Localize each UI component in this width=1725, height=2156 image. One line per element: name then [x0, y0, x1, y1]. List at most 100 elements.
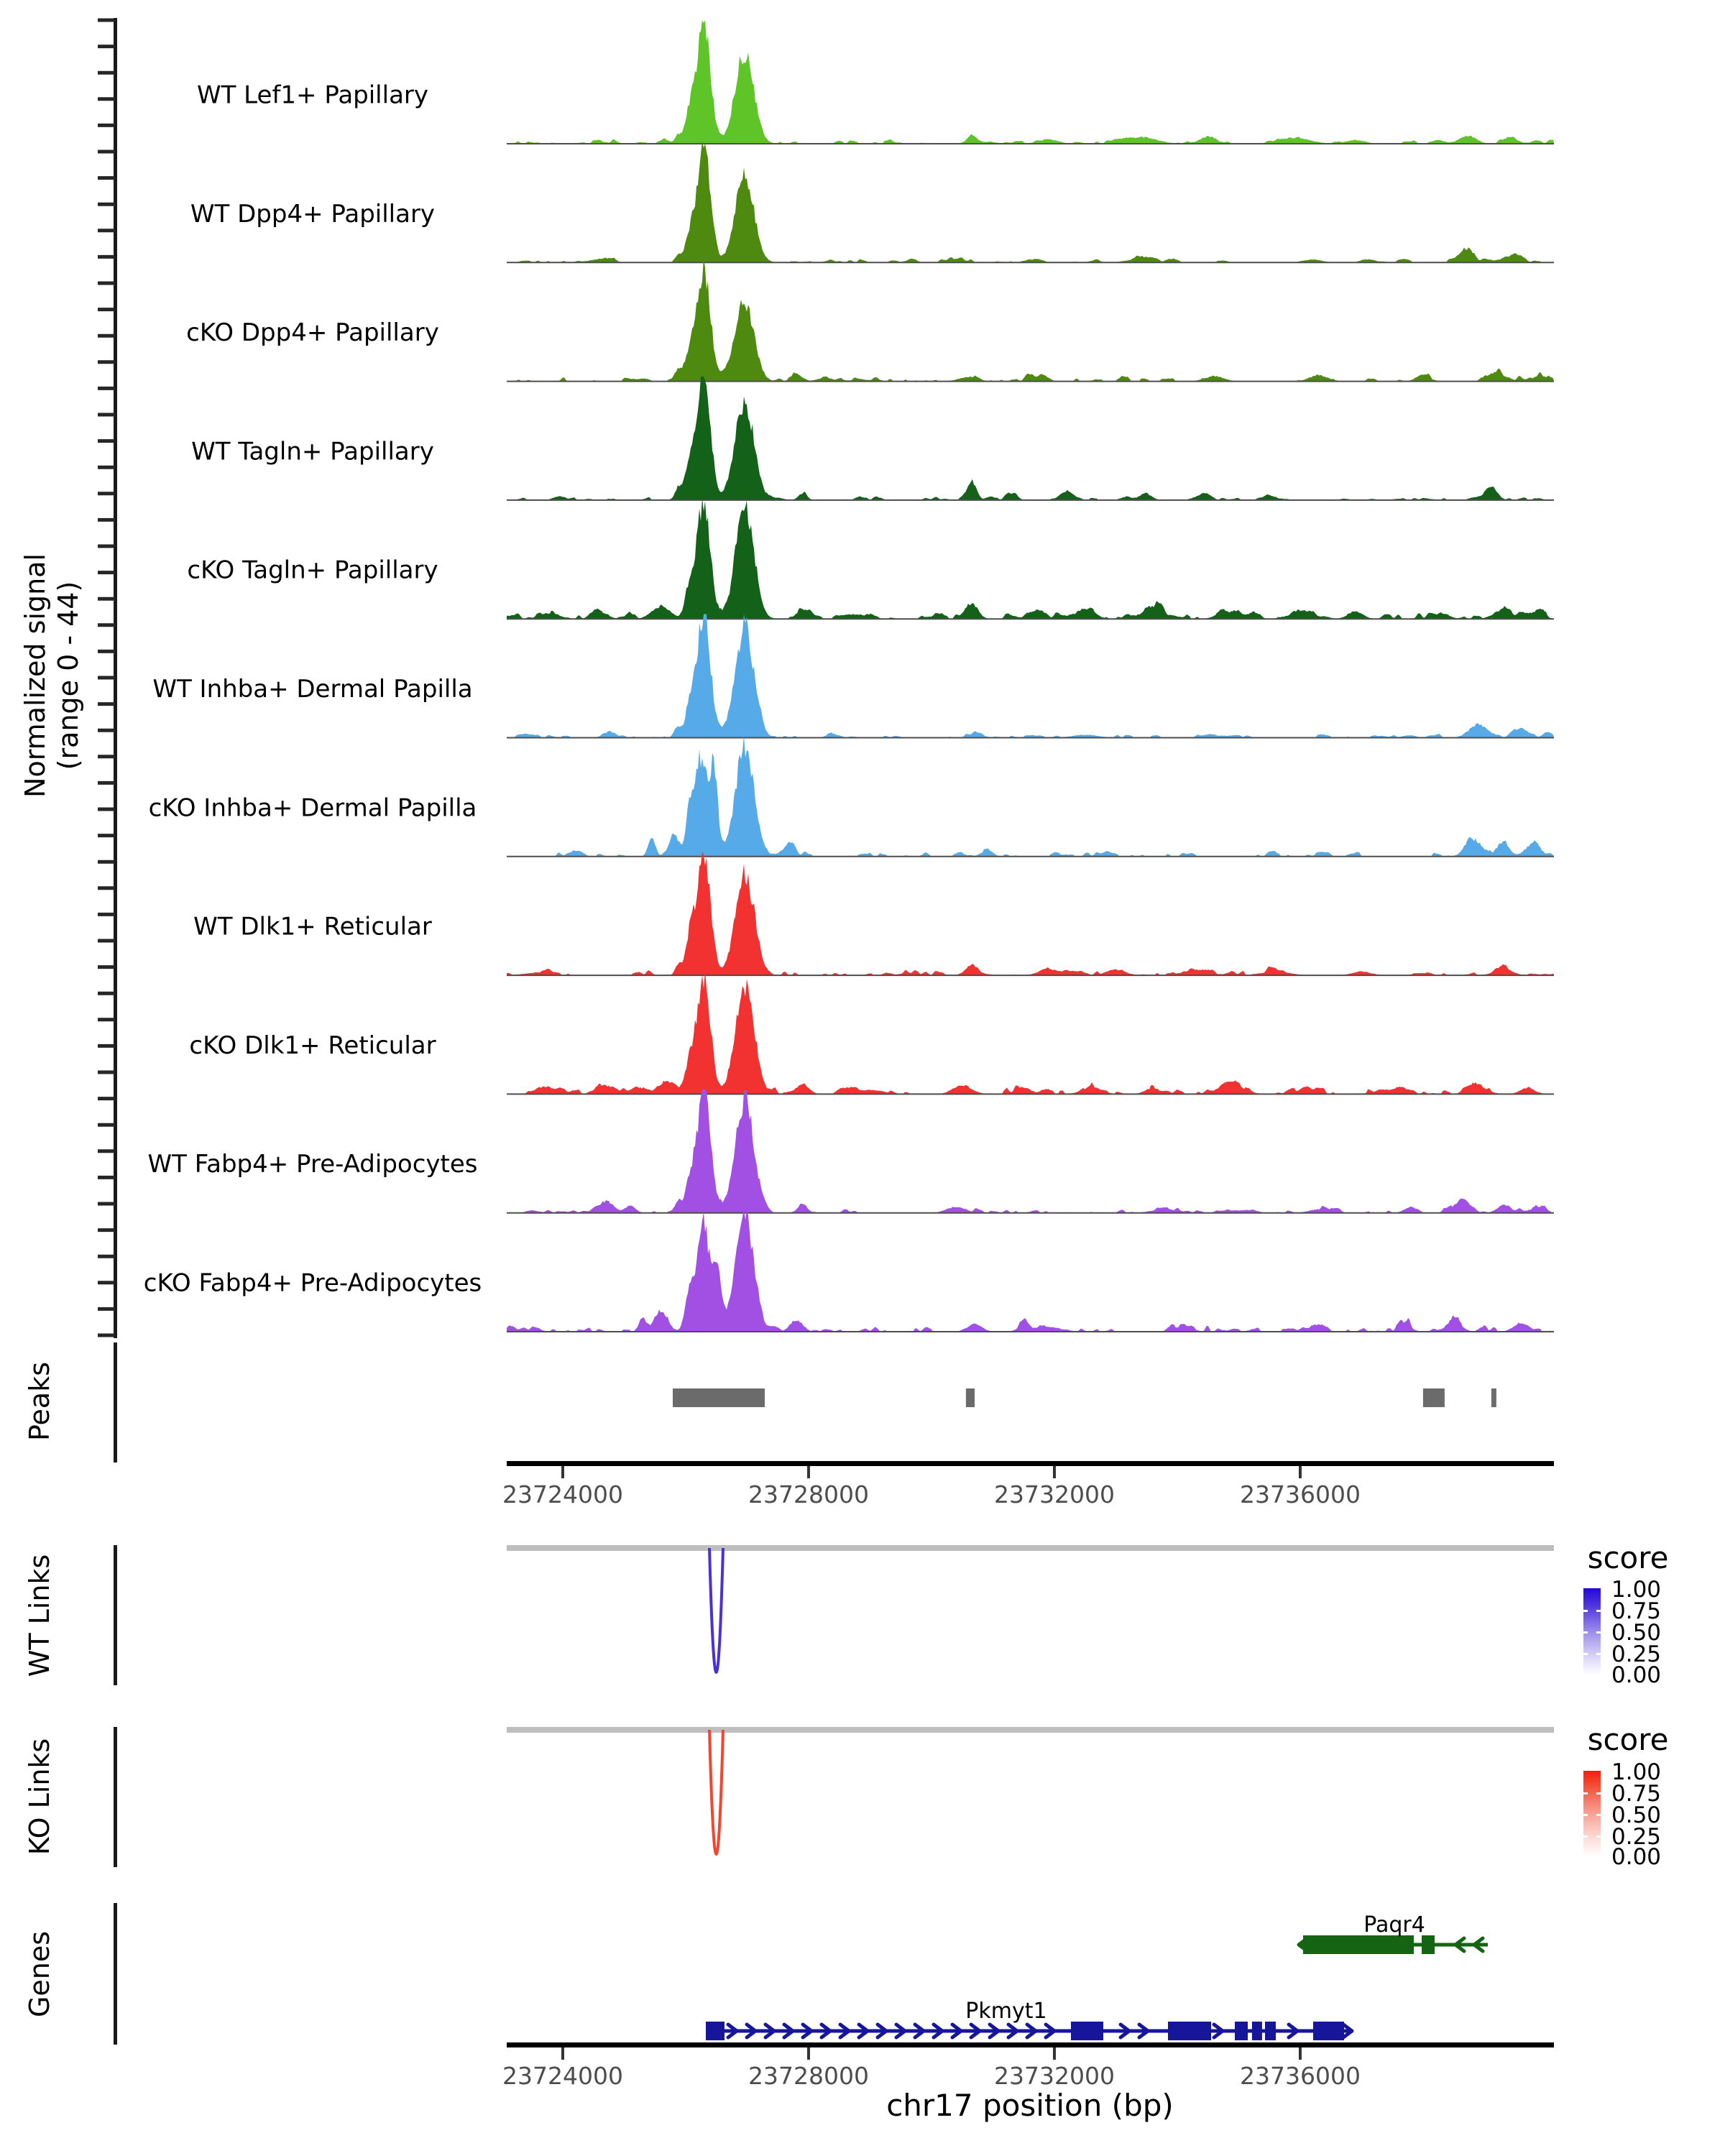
coverage-area [507, 614, 1554, 738]
coverage-area [507, 497, 1554, 619]
coverage-area [507, 735, 1554, 857]
coverage-track-row: cKO Tagln+ Papillary [187, 497, 1554, 620]
y-axis-label-line1: Normalized signal [19, 553, 51, 798]
strand-arrow-right-icon [726, 2022, 739, 2040]
track-label: cKO Inhba+ Dermal Papilla [149, 793, 477, 822]
gene-exon-box [1313, 2022, 1344, 2040]
strand-arrow-right-icon [745, 2022, 758, 2040]
genes-section-label: Genes [24, 1931, 55, 2017]
axis-line [507, 2042, 1554, 2047]
track-label: WT Lef1+ Papillary [197, 81, 428, 110]
x-axis-title: chr17 position (bp) [886, 2088, 1174, 2123]
strand-arrow-right-icon [857, 2022, 870, 2040]
coverage-area [507, 20, 1554, 144]
wt-score-tick-0.75: 0.75 [1611, 1598, 1661, 1624]
strand-arrow-left-icon [1472, 1936, 1485, 1953]
axis-tick-label: 23724000 [502, 2062, 623, 2090]
strand-arrow-right-icon [950, 2022, 963, 2040]
wt-score-tick-0.25: 0.25 [1611, 1641, 1661, 1667]
gene-model: Paqr4 [1297, 1912, 1489, 1954]
strand-arrow-right-icon [988, 2022, 1000, 2040]
link-arc [708, 1547, 724, 1674]
peaks-section-label: Peaks [24, 1362, 55, 1441]
strand-arrow-right-icon [1118, 2022, 1131, 2040]
peaks-track [673, 1388, 1496, 1407]
ko-score-tick-0.00: 0.00 [1611, 1844, 1661, 1870]
ko-links-section-label: KO Links [24, 1738, 55, 1855]
links-baseline [507, 1727, 1554, 1733]
axis-tick-label: 23736000 [1240, 1480, 1361, 1508]
axis-line [507, 1461, 1554, 1466]
ko-score-tick-0.50: 0.50 [1611, 1802, 1661, 1828]
axis-tick-label: 23728000 [748, 2062, 869, 2090]
gene-name-label: Pkmyt1 [965, 1999, 1046, 2024]
strand-arrow-right-icon [801, 2022, 814, 2040]
gene-exon-box [1422, 1935, 1435, 1954]
ko-score-tick-0.25: 0.25 [1611, 1824, 1661, 1850]
wt-score-tick-0.50: 0.50 [1611, 1620, 1661, 1646]
strand-arrow-right-icon [1212, 2022, 1225, 2040]
peak-interval-box [1422, 1388, 1445, 1407]
coverage-track-row: cKO Fabp4+ Pre-Adipocytes [144, 1208, 1554, 1332]
coverage-track-row: WT Dlk1+ Reticular [193, 852, 1554, 977]
ko-score-legend-title: score [1588, 1722, 1669, 1757]
wt-score-tick-1.00: 1.00 [1611, 1577, 1661, 1603]
wt-score-legend-title: score [1588, 1540, 1669, 1575]
wt-score-tick-0.00: 0.00 [1611, 1662, 1661, 1688]
track-label: cKO Dlk1+ Reticular [189, 1031, 436, 1060]
track-label: WT Fabp4+ Pre-Adipocytes [148, 1150, 478, 1179]
peaks-axis-line [114, 1342, 117, 1462]
coverage-area [507, 376, 1554, 500]
axis-tick-label: 23728000 [748, 1480, 869, 1508]
strand-arrow-right-icon [819, 2022, 832, 2040]
gene-exon-box [1303, 1935, 1414, 1954]
strand-arrow-right-icon [1025, 2022, 1038, 2040]
position-axis-bottom: 23724000 23728000 23732000 23736000 [502, 2042, 1554, 2090]
peak-interval-box [673, 1388, 765, 1407]
coverage-track-row: cKO Dlk1+ Reticular [189, 970, 1554, 1095]
coverage-track-row: cKO Inhba+ Dermal Papilla [149, 735, 1554, 857]
axis-tick-label: 23732000 [994, 2062, 1115, 2090]
strand-arrow-right-icon [782, 2022, 795, 2040]
strand-arrow-right-icon [875, 2022, 888, 2040]
coverage-area [507, 140, 1554, 263]
coverage-area [507, 852, 1554, 976]
strand-arrow-right-icon [763, 2022, 776, 2040]
gene-exon-box [1235, 2022, 1248, 2040]
ko-score-gradient-notches [1583, 1792, 1601, 1838]
track-label: WT Dpp4+ Papillary [190, 200, 435, 229]
axis-tick-label: 23736000 [1240, 2062, 1361, 2090]
axis-tick-label: 23724000 [502, 1480, 623, 1508]
signal-axis-ticks [98, 18, 115, 1337]
genes-track: Paqr4 Pkmyt1 [706, 1912, 1489, 2040]
gene-exon-box [1251, 2022, 1262, 2040]
gene-exon-box [1168, 2022, 1211, 2040]
y-axis-label-line2: (range 0 - 44) [52, 581, 84, 770]
strand-arrow-right-icon [838, 2022, 851, 2040]
position-axis-top: 23724000 23728000 23732000 23736000 [502, 1461, 1554, 1508]
coverage-track-row: WT Dpp4+ Papillary [190, 140, 1554, 264]
coverage-tracks: WT Lef1+ Papillary WT Dpp4+ Papillary cKO … [144, 20, 1554, 1332]
wt-links-axis-line [114, 1545, 117, 1685]
coverage-area [507, 1089, 1554, 1213]
coverage-area [507, 257, 1554, 382]
strand-arrow-right-icon [969, 2022, 982, 2040]
links-baseline [507, 1545, 1554, 1551]
wt-links-section-label: WT Links [24, 1554, 55, 1677]
coverage-track-row: WT Inhba+ Dermal Papilla [152, 614, 1554, 739]
track-label: cKO Dpp4+ Papillary [186, 318, 439, 347]
genes-axis-line [114, 1903, 117, 2045]
track-label: WT Inhba+ Dermal Papilla [152, 675, 472, 704]
track-label: cKO Tagln+ Papillary [187, 556, 438, 585]
coverage-area [507, 1208, 1554, 1332]
ko-score-tick-1.00: 1.00 [1611, 1759, 1661, 1785]
coverage-track-row: WT Lef1+ Papillary [197, 20, 1554, 144]
link-arc [708, 1729, 724, 1856]
track-label: WT Tagln+ Papillary [191, 437, 434, 466]
gene-exon-box [1071, 2022, 1103, 2040]
gene-model: Pkmyt1 [706, 1999, 1354, 2040]
strand-arrow-right-icon [932, 2022, 944, 2040]
strand-arrow-right-icon [1044, 2022, 1057, 2040]
strand-arrow-right-icon [894, 2022, 907, 2040]
